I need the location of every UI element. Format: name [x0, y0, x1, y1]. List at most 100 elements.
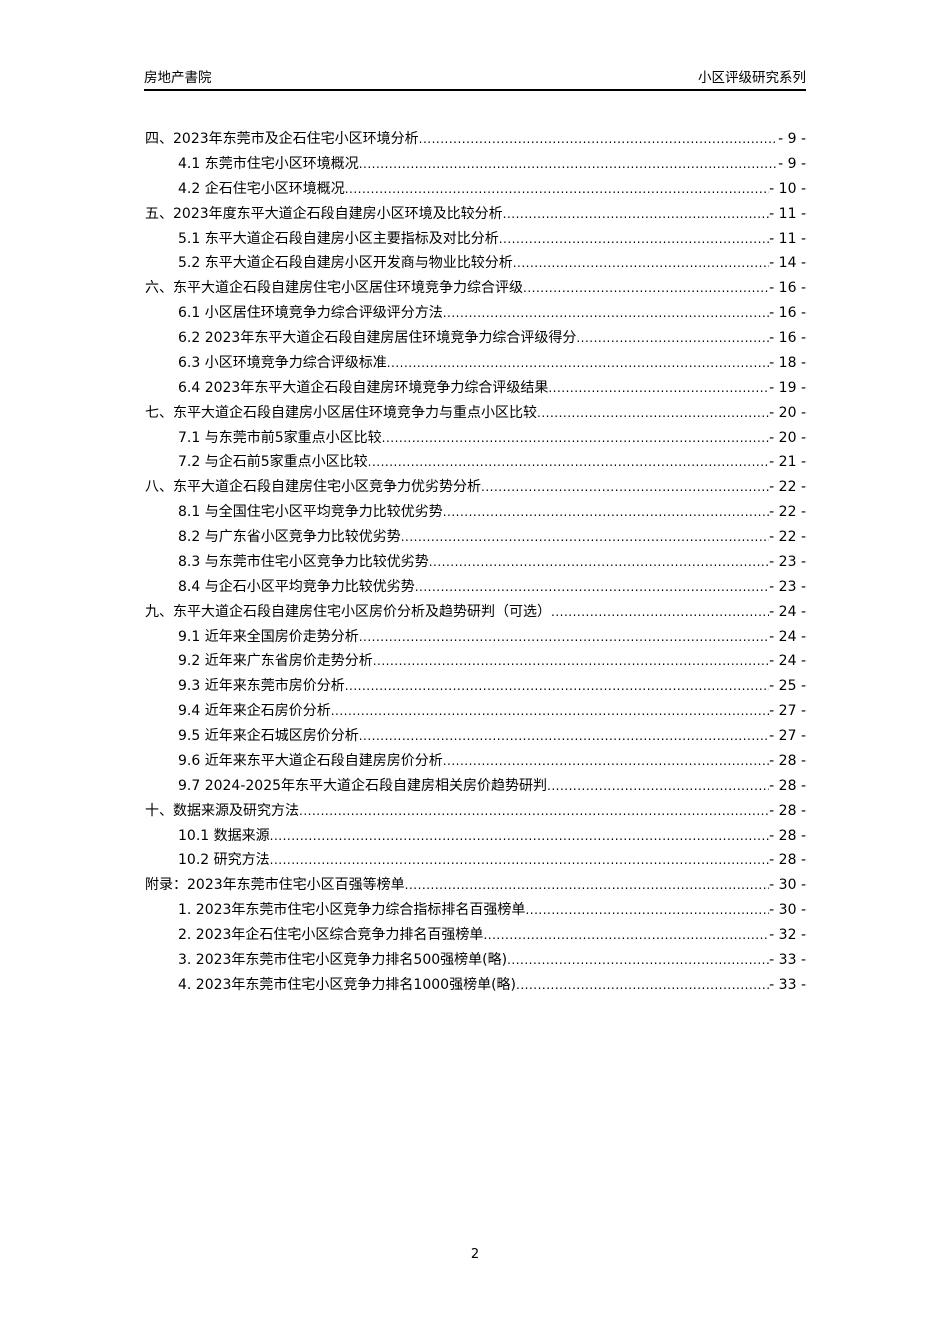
dot-leader: [551, 600, 769, 625]
dot-leader: [547, 774, 769, 799]
toc-entry-title: 8.2 与广东省小区竞争力比较优劣势: [178, 529, 401, 545]
page-number: 2: [470, 1247, 480, 1262]
dot-leader: [429, 550, 769, 575]
toc-entry[interactable]: 2. 2023年企石住宅小区综合竞争力排名百强榜单 - 32 -: [145, 923, 806, 948]
dot-leader: [270, 824, 770, 849]
toc-entry-page: - 28 -: [769, 852, 806, 869]
toc-entry[interactable]: 五、2023年度东平大道企石段自建房小区环境及比较分析 - 11 -: [145, 202, 806, 227]
toc-entry[interactable]: 9.5 近年来企石城区房价分析 - 27 -: [145, 724, 806, 749]
toc-entry[interactable]: 四、2023年东莞市及企石住宅小区环境分析 - 9 -: [145, 127, 806, 152]
toc-entry-page: - 22 -: [769, 529, 806, 545]
toc-entry[interactable]: 7.2 与企石前5家重点小区比较 - 21 -: [145, 450, 806, 475]
table-of-contents: 四、2023年东莞市及企石住宅小区环境分析- 9 -4.1 东莞市住宅小区环境概…: [145, 127, 806, 998]
dot-leader: [331, 699, 769, 724]
toc-entry-page: - 10 -: [769, 180, 806, 197]
toc-entry-title: 1. 2023年东莞市住宅小区竞争力综合指标排名百强榜单: [178, 902, 526, 919]
dot-leader: [345, 674, 769, 699]
toc-entry-page: - 14 -: [769, 255, 806, 272]
toc-entry[interactable]: 3. 2023年东莞市住宅小区竞争力排名500强榜单(略) - 33 -: [145, 948, 806, 973]
toc-entry-page: - 27 -: [769, 703, 806, 720]
toc-entry[interactable]: 4.2 企石住宅小区环境概况 - 10 -: [145, 177, 806, 202]
toc-entry-title: 6.4 2023年东平大道企石段自建房环境竞争力综合评级结果: [178, 379, 549, 396]
toc-entry[interactable]: 8.3 与东莞市住宅小区竞争力比较优劣势 - 23 -: [145, 550, 806, 575]
toc-entry-title: 9.1 近年来全国房价走势分析: [178, 628, 359, 645]
toc-entry-title: 九、东平大道企石段自建房住宅小区房价分析及趋势研判（可选）: [145, 603, 551, 620]
header-right: 小区评级研究系列: [698, 70, 806, 86]
toc-entry-title: 5.2 东平大道企石段自建房小区开发商与物业比较分析: [178, 255, 513, 272]
dot-leader: [548, 376, 769, 401]
toc-entry-page: - 25 -: [769, 678, 806, 695]
dot-leader: [299, 799, 769, 824]
toc-entry[interactable]: 8.2 与广东省小区竞争力比较优劣势 - 22 -: [145, 525, 806, 550]
toc-entry[interactable]: 十、数据来源及研究方法 - 28 -: [145, 799, 806, 824]
toc-entry-title: 9.6 近年来东平大道企石段自建房房价分析: [178, 752, 443, 769]
dot-leader: [373, 649, 769, 674]
toc-entry[interactable]: 10.2 研究方法 - 28 -: [145, 848, 806, 873]
toc-entry[interactable]: 10.1 数据来源 - 28 -: [145, 824, 806, 849]
toc-entry-page: - 11 -: [769, 230, 806, 247]
toc-entry-page: - 32 -: [769, 927, 806, 943]
toc-entry-page: - 11 -: [769, 205, 806, 222]
toc-entry[interactable]: 6.2 2023年东平大道企石段自建房居住环境竞争力综合评级得分 - 16 -: [145, 326, 806, 351]
dot-leader: [513, 251, 769, 276]
toc-entry-title: 8.3 与东莞市住宅小区竞争力比较优劣势: [178, 553, 429, 570]
dot-leader: [483, 923, 769, 948]
toc-entry[interactable]: 4. 2023年东莞市住宅小区竞争力排名1000强榜单(略) - 33 -: [145, 973, 806, 998]
toc-entry[interactable]: 9.1 近年来全国房价走势分析 - 24 -: [145, 625, 806, 650]
toc-entry[interactable]: 附录：2023年东莞市住宅小区百强等榜单 - 30 -: [145, 873, 806, 898]
dot-leader: [359, 152, 778, 177]
toc-entry[interactable]: 7.1 与东莞市前5家重点小区比较 - 20 -: [145, 426, 806, 451]
toc-entry[interactable]: 6.1 小区居住环境竞争力综合评级评分方法 - 16 -: [145, 301, 806, 326]
toc-entry[interactable]: 八、东平大道企石段自建房住宅小区竞争力优劣势分析 - 22 -: [145, 475, 806, 500]
toc-entry[interactable]: 5.1 东平大道企石段自建房小区主要指标及对比分析 - 11 -: [145, 227, 806, 252]
dot-leader: [270, 848, 770, 873]
toc-entry-title: 四、2023年东莞市及企石住宅小区环境分析: [145, 131, 419, 147]
toc-entry-page: - 9 -: [778, 155, 806, 172]
toc-entry-page: - 16 -: [769, 305, 806, 322]
toc-entry[interactable]: 4.1 东莞市住宅小区环境概况 - 9 -: [145, 152, 806, 177]
toc-entry[interactable]: 七、东平大道企石段自建房小区居住环境竞争力与重点小区比较 - 20 -: [145, 401, 806, 426]
toc-entry-title: 9.5 近年来企石城区房价分析: [178, 728, 359, 744]
toc-entry-title: 6.1 小区居住环境竞争力综合评级评分方法: [178, 305, 443, 322]
toc-entry-title: 4. 2023年东莞市住宅小区竞争力排名1000强榜单(略): [178, 976, 516, 993]
dot-leader: [368, 450, 770, 475]
toc-entry-title: 9.7 2024-2025年东平大道企石段自建房相关房价趋势研判: [178, 777, 548, 794]
header-left: 房地产書院: [144, 70, 212, 86]
toc-entry[interactable]: 9.6 近年来东平大道企石段自建房房价分析 - 28 -: [145, 749, 806, 774]
dot-leader: [525, 898, 769, 923]
toc-entry-title: 4.1 东莞市住宅小区环境概况: [178, 155, 359, 172]
toc-entry-title: 七、东平大道企石段自建房小区居住环境竞争力与重点小区比较: [145, 404, 537, 421]
toc-entry[interactable]: 9.3 近年来东莞市房价分析 - 25 -: [145, 674, 806, 699]
dot-leader: [507, 948, 769, 973]
toc-entry-title: 10.2 研究方法: [178, 852, 270, 869]
toc-entry-page: - 30 -: [769, 877, 806, 894]
toc-entry[interactable]: 9.2 近年来广东省房价走势分析 - 24 -: [145, 649, 806, 674]
toc-entry-page: - 24 -: [769, 603, 806, 620]
dot-leader: [405, 873, 770, 898]
toc-entry[interactable]: 8.1 与全国住宅小区平均竞争力比较优劣势 - 22 -: [145, 500, 806, 525]
toc-entry[interactable]: 8.4 与企石小区平均竞争力比较优劣势 - 23 -: [145, 575, 806, 600]
toc-entry-page: - 20 -: [769, 429, 806, 446]
toc-entry[interactable]: 九、东平大道企石段自建房住宅小区房价分析及趋势研判（可选） - 24 -: [145, 600, 806, 625]
toc-entry-page: - 20 -: [769, 404, 806, 421]
toc-entry-page: - 22 -: [769, 479, 806, 496]
toc-entry[interactable]: 6.3 小区环境竞争力综合评级标准 - 18 -: [145, 351, 806, 376]
toc-entry[interactable]: 6.4 2023年东平大道企石段自建房环境竞争力综合评级结果 - 19 -: [145, 376, 806, 401]
toc-entry[interactable]: 六、东平大道企石段自建房住宅小区居住环境竞争力综合评级 - 16 -: [145, 276, 806, 301]
dot-leader: [415, 575, 769, 600]
dot-leader: [359, 724, 769, 749]
toc-entry-page: - 27 -: [769, 728, 806, 744]
toc-entry-page: - 28 -: [769, 777, 806, 794]
toc-entry-page: - 22 -: [769, 504, 806, 521]
toc-entry-page: - 16 -: [769, 280, 806, 297]
toc-entry-title: 8.1 与全国住宅小区平均竞争力比较优劣势: [178, 504, 443, 521]
dot-leader: [523, 276, 769, 301]
toc-entry[interactable]: 9.4 近年来企石房价分析 - 27 -: [145, 699, 806, 724]
toc-entry-title: 6.3 小区环境竞争力综合评级标准: [178, 354, 387, 371]
toc-entry-page: - 16 -: [769, 330, 806, 346]
toc-entry[interactable]: 5.2 东平大道企石段自建房小区开发商与物业比较分析 - 14 -: [145, 251, 806, 276]
dot-leader: [359, 625, 769, 650]
toc-entry[interactable]: 9.7 2024-2025年东平大道企石段自建房相关房价趋势研判 - 28 -: [145, 774, 806, 799]
toc-entry[interactable]: 1. 2023年东莞市住宅小区竞争力综合指标排名百强榜单 - 30 -: [145, 898, 806, 923]
dot-leader: [481, 475, 769, 500]
